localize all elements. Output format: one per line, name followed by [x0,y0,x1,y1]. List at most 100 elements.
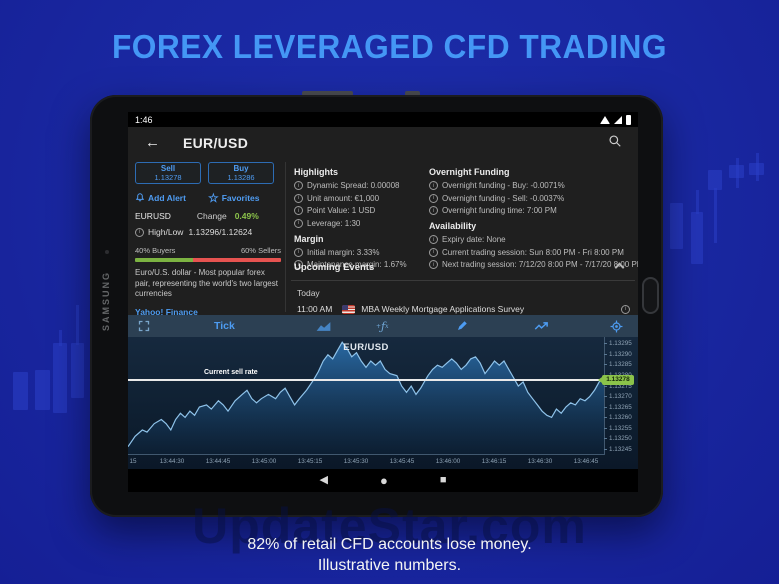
candlestick-decoration [71,343,84,398]
info-icon[interactable] [294,260,303,269]
margin-item: Initial margin: 3.33% [307,247,380,257]
x-axis-label: 13:46:30 [527,458,553,465]
sell-label: Sell [160,164,176,173]
candlestick-decoration [729,165,744,178]
event-time: 11:00 AM [297,304,333,314]
watermark: UpdateStar.com [192,498,587,554]
overnight-item: Overnight funding - Sell: -0.0037% [442,193,565,203]
chart-plot[interactable] [128,337,604,455]
overnight-item: Overnight funding - Buy: -0.0071% [442,181,565,190]
crosshair-icon[interactable] [610,320,623,333]
chart-interval-tick[interactable]: Tick [214,320,235,332]
x-axis-label: 15 [129,458,137,465]
samsung-logo: SAMSUNG [101,271,111,332]
search-icon[interactable] [608,134,622,153]
chart-type-icon[interactable] [316,321,331,332]
chart-title: EUR/USD [343,342,389,353]
y-axis-label: 1.13245 [604,445,632,453]
star-icon: ☆ [207,190,219,205]
overnight-item: Overnight funding time: 7:00 PM [442,206,557,215]
y-axis-label: 1.13260 [604,414,632,422]
add-alert-button[interactable]: Add Alert [135,192,186,203]
collapse-chevron-icon[interactable] [614,262,625,273]
x-axis-label: 13:45:00 [251,458,277,465]
candlestick-wick [696,190,699,214]
buyers-sellers-bar [135,258,281,262]
info-icon[interactable] [429,181,438,190]
battery-icon [626,114,631,125]
column-divider [285,162,286,312]
back-icon[interactable]: ← [145,134,160,151]
upcoming-events-header: Upcoming Events [294,262,632,273]
nav-home-button[interactable]: ● [379,473,388,488]
funding-panel: Overnight Funding Overnight funding - Bu… [429,162,638,273]
sell-button[interactable]: Sell 1.13278 [135,162,201,184]
highlight-item: Unit amount: €1,000 [307,193,380,203]
chart-toolbar: Tick + ƒ x [128,315,638,337]
buy-label: Buy [233,164,249,173]
buy-button[interactable]: Buy 1.13286 [208,162,274,184]
y-axis-label: 1.13250 [604,435,632,443]
event-row[interactable]: 11:00 AM MBA Weekly Mortgage Application… [297,304,632,314]
android-status-bar: 1:46 [128,112,638,127]
margin-item: Maintenance margin: 1.67% [307,260,407,269]
y-axis-label: 1.13285 [604,361,632,369]
event-info-icon[interactable] [621,304,630,314]
info-icon[interactable] [294,181,303,190]
price-axis: 1.132951.132901.132851.132801.132751.132… [604,337,638,455]
availability-title: Availability [429,221,477,231]
highlight-item: Point Value: 1 USD [307,206,376,215]
favorites-button[interactable]: ☆ Favorites [207,190,260,205]
indicators-fx-icon[interactable]: + ƒ x [376,319,389,333]
info-icon[interactable] [429,193,438,203]
draw-pencil-icon[interactable] [456,320,468,332]
bell-icon [135,193,145,202]
candlestick-decoration [53,343,67,413]
disclaimer-line1: 82% of retail CFD accounts lose money. [247,536,532,553]
margin-title: Margin [294,233,324,244]
y-axis-label: 1.13270 [604,393,632,401]
info-icon[interactable] [294,193,303,203]
price-chart[interactable]: EUR/USD Current sell rate 1.13278 1.1329… [128,337,638,469]
y-axis-label: 1.13290 [604,350,632,358]
tablet-power-button [405,91,420,96]
highlight-item: Leverage: 1:30 [307,218,361,228]
candlestick-wick [59,330,62,346]
nav-recents-button[interactable]: ■ [439,474,447,486]
info-icon[interactable] [429,235,438,244]
page-title: EUR/USD [183,134,249,151]
info-icon[interactable] [429,260,438,269]
fullscreen-icon[interactable] [138,320,150,332]
info-icon[interactable] [135,227,144,237]
x-axis-label: 13:46:00 [435,458,461,465]
availability-item: Current trading session: Sun 8:00 PM - F… [442,247,624,257]
buy-price: 1.13286 [227,173,255,182]
info-icon[interactable] [429,247,438,257]
info-icon[interactable] [294,218,303,228]
status-time: 1:46 [135,114,153,125]
android-nav-bar: ◀ ● ■ [128,469,638,492]
app-bar: ← EUR/USD [128,127,638,158]
signal-icon [614,115,622,124]
candlestick-wick [76,305,79,345]
y-axis-label: 1.13275 [604,382,632,390]
highlow-value: 1.13296/1.12624 [188,227,253,237]
x-axis-label: 13:45:45 [389,458,415,465]
buyers-bar-segment [135,258,194,262]
yahoo-finance-link[interactable]: Yahoo! Finance [135,306,198,317]
instrument-description: Euro/U.S. dollar - Most popular forex pa… [135,268,278,298]
current-rate-badge: 1.13278 [598,375,634,386]
info-icon[interactable] [294,206,303,215]
highlow-label: High/Low [148,227,184,237]
info-icon[interactable] [294,247,303,257]
trend-line-icon[interactable] [534,321,549,331]
candlestick-decoration [35,370,50,410]
tablet-home-button[interactable] [642,277,659,314]
nav-back-button[interactable]: ◀ [319,474,328,486]
x-axis-label: 13:46:15 [481,458,507,465]
sellers-bar-segment [193,258,281,262]
info-icon[interactable] [429,206,438,215]
upcoming-events-title: Upcoming Events [294,262,375,273]
y-axis-label: 1.13265 [604,403,632,411]
